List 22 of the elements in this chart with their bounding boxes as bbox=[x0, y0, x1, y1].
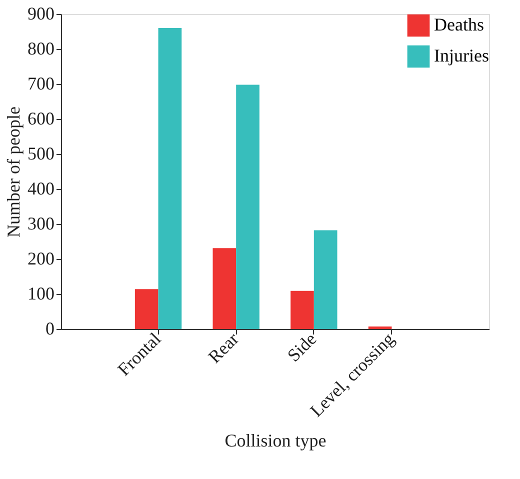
bar bbox=[314, 230, 338, 329]
x-tick-label: Side bbox=[283, 328, 320, 366]
bar bbox=[290, 290, 314, 329]
x-axis-title: Collision type bbox=[224, 430, 326, 451]
y-tick-label: 900 bbox=[28, 4, 54, 24]
bar bbox=[212, 248, 236, 329]
y-tick-label: 0 bbox=[46, 318, 54, 338]
legend-label: Deaths bbox=[434, 14, 484, 34]
bar bbox=[134, 289, 158, 329]
x-tick-label: Rear bbox=[204, 328, 242, 367]
y-tick-label: 500 bbox=[28, 144, 54, 164]
y-tick-label: 600 bbox=[28, 108, 54, 128]
y-tick-label: 800 bbox=[28, 38, 54, 58]
bar bbox=[236, 84, 260, 329]
y-tick-label: 400 bbox=[28, 178, 54, 198]
y-tick-label: 700 bbox=[28, 74, 54, 94]
y-tick-label: 100 bbox=[28, 284, 54, 304]
legend-label: Injuries bbox=[434, 46, 489, 66]
y-tick-label: 300 bbox=[28, 214, 54, 234]
bar bbox=[158, 28, 182, 329]
y-axis-title: Number of people bbox=[4, 106, 24, 238]
y-tick-label: 200 bbox=[28, 248, 54, 268]
